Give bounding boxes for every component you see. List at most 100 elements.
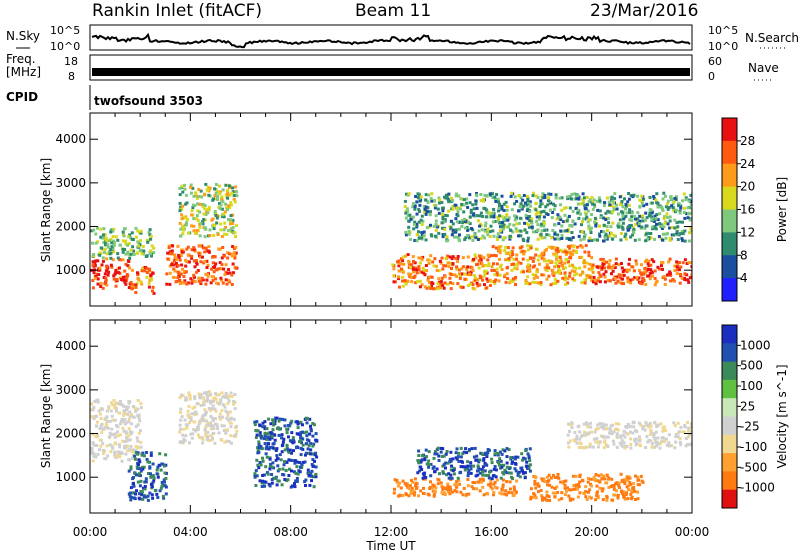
- heatmap-cell: [115, 406, 118, 410]
- heatmap-cell: [413, 205, 417, 209]
- heatmap-cell: [443, 232, 447, 236]
- heatmap-cell: [264, 447, 268, 451]
- heatmap-cell: [597, 276, 601, 280]
- heatmap-cell: [587, 239, 591, 243]
- heatmap-cell: [226, 271, 230, 275]
- heatmap-cell: [128, 257, 132, 260]
- heatmap-cell: [525, 231, 529, 235]
- heatmap-cell: [271, 461, 275, 465]
- heatmap-cell: [687, 211, 690, 215]
- heatmap-cell: [466, 255, 470, 259]
- heatmap-cell: [211, 400, 215, 403]
- heatmap-cell: [652, 260, 656, 264]
- heatmap-cell: [509, 279, 513, 283]
- heatmap-cell: [214, 268, 218, 272]
- heatmap-cell: [428, 275, 432, 279]
- heatmap-cell: [494, 475, 498, 479]
- heatmap-cell: [433, 489, 437, 493]
- heatmap-cell: [522, 239, 526, 243]
- heatmap-cell: [224, 263, 228, 267]
- heatmap-cell: [456, 220, 459, 224]
- heatmap-cell: [663, 440, 667, 444]
- heatmap-cell: [608, 210, 612, 214]
- heatmap-cell: [256, 449, 260, 453]
- heatmap-cell: [190, 248, 194, 252]
- heatmap-cell: [476, 469, 479, 473]
- heatmap-cell: [652, 435, 656, 439]
- heatmap-cell: [537, 217, 541, 221]
- date-title: 23/Mar/2016: [590, 1, 698, 21]
- heatmap-cell: [179, 205, 183, 209]
- heatmap-cell: [672, 209, 676, 213]
- heatmap-cell: [456, 235, 460, 239]
- heatmap-cell: [139, 406, 143, 410]
- heatmap-cell: [219, 417, 223, 421]
- heatmap-cell: [490, 477, 494, 481]
- heatmap-cell: [403, 199, 407, 203]
- heatmap-cell: [130, 287, 134, 291]
- heatmap-cell: [581, 197, 585, 201]
- heatmap-cell: [155, 492, 159, 496]
- heatmap-cell: [595, 440, 599, 444]
- heatmap-cell: [679, 232, 683, 236]
- heatmap-cell: [491, 229, 495, 233]
- colorbar-segment: [722, 325, 737, 344]
- heatmap-cell: [220, 278, 224, 282]
- heatmap-cell: [268, 465, 272, 469]
- heatmap-cell: [608, 427, 612, 431]
- heatmap-cell: [212, 234, 216, 237]
- y-tick-label: 3000: [55, 383, 86, 397]
- heatmap-cell: [646, 268, 650, 271]
- heatmap-cell: [184, 434, 188, 438]
- heatmap-cell: [274, 458, 278, 462]
- heatmap-cell: [233, 256, 237, 260]
- heatmap-cell: [101, 256, 105, 260]
- heatmap-cell: [413, 261, 417, 265]
- heatmap-cell: [495, 478, 499, 482]
- heatmap-cell: [201, 246, 205, 250]
- heatmap-cell: [504, 245, 508, 249]
- heatmap-cell: [523, 250, 527, 253]
- heatmap-cell: [140, 269, 144, 273]
- heatmap-cell: [135, 436, 139, 440]
- heatmap-cell: [216, 194, 219, 198]
- heatmap-cell: [403, 279, 407, 283]
- heatmap-cell: [118, 243, 122, 247]
- heatmap-cell: [603, 236, 607, 240]
- heatmap-cell: [459, 455, 463, 459]
- heatmap-cell: [524, 221, 528, 225]
- colorbar-title: Power [dB]: [775, 177, 789, 242]
- heatmap-cell: [655, 213, 659, 217]
- heatmap-cell: [584, 434, 588, 437]
- heatmap-cell: [655, 423, 658, 427]
- heatmap-cell: [634, 474, 637, 478]
- heatmap-cell: [408, 213, 412, 217]
- heatmap-cell: [581, 446, 585, 450]
- heatmap-cell: [284, 469, 288, 472]
- heatmap-cell: [506, 218, 510, 222]
- heatmap-cell: [425, 455, 428, 459]
- heatmap-cell: [253, 472, 257, 476]
- heatmap-cell: [299, 420, 303, 424]
- heatmap-cell: [498, 251, 502, 255]
- heatmap-cell: [224, 202, 228, 206]
- heatmap-cell: [412, 259, 415, 263]
- heatmap-cell: [299, 447, 303, 450]
- heatmap-cell: [568, 274, 572, 278]
- heatmap-cell: [496, 235, 500, 239]
- heatmap-cell: [506, 246, 510, 250]
- freq-unit-label: [MHz]: [6, 65, 41, 79]
- heatmap-cell: [566, 216, 570, 220]
- heatmap-cell: [451, 222, 455, 226]
- heatmap-cell: [680, 229, 684, 233]
- heatmap-cell: [654, 440, 658, 444]
- heatmap-cell: [263, 427, 267, 431]
- heatmap-cell: [526, 196, 530, 200]
- heatmap-cell: [678, 281, 682, 285]
- heatmap-cell: [489, 254, 493, 258]
- heatmap-cell: [472, 207, 476, 211]
- heatmap-cell: [590, 226, 593, 230]
- heatmap-cell: [521, 198, 525, 202]
- heatmap-cell: [235, 424, 239, 428]
- heatmap-cell: [465, 492, 469, 496]
